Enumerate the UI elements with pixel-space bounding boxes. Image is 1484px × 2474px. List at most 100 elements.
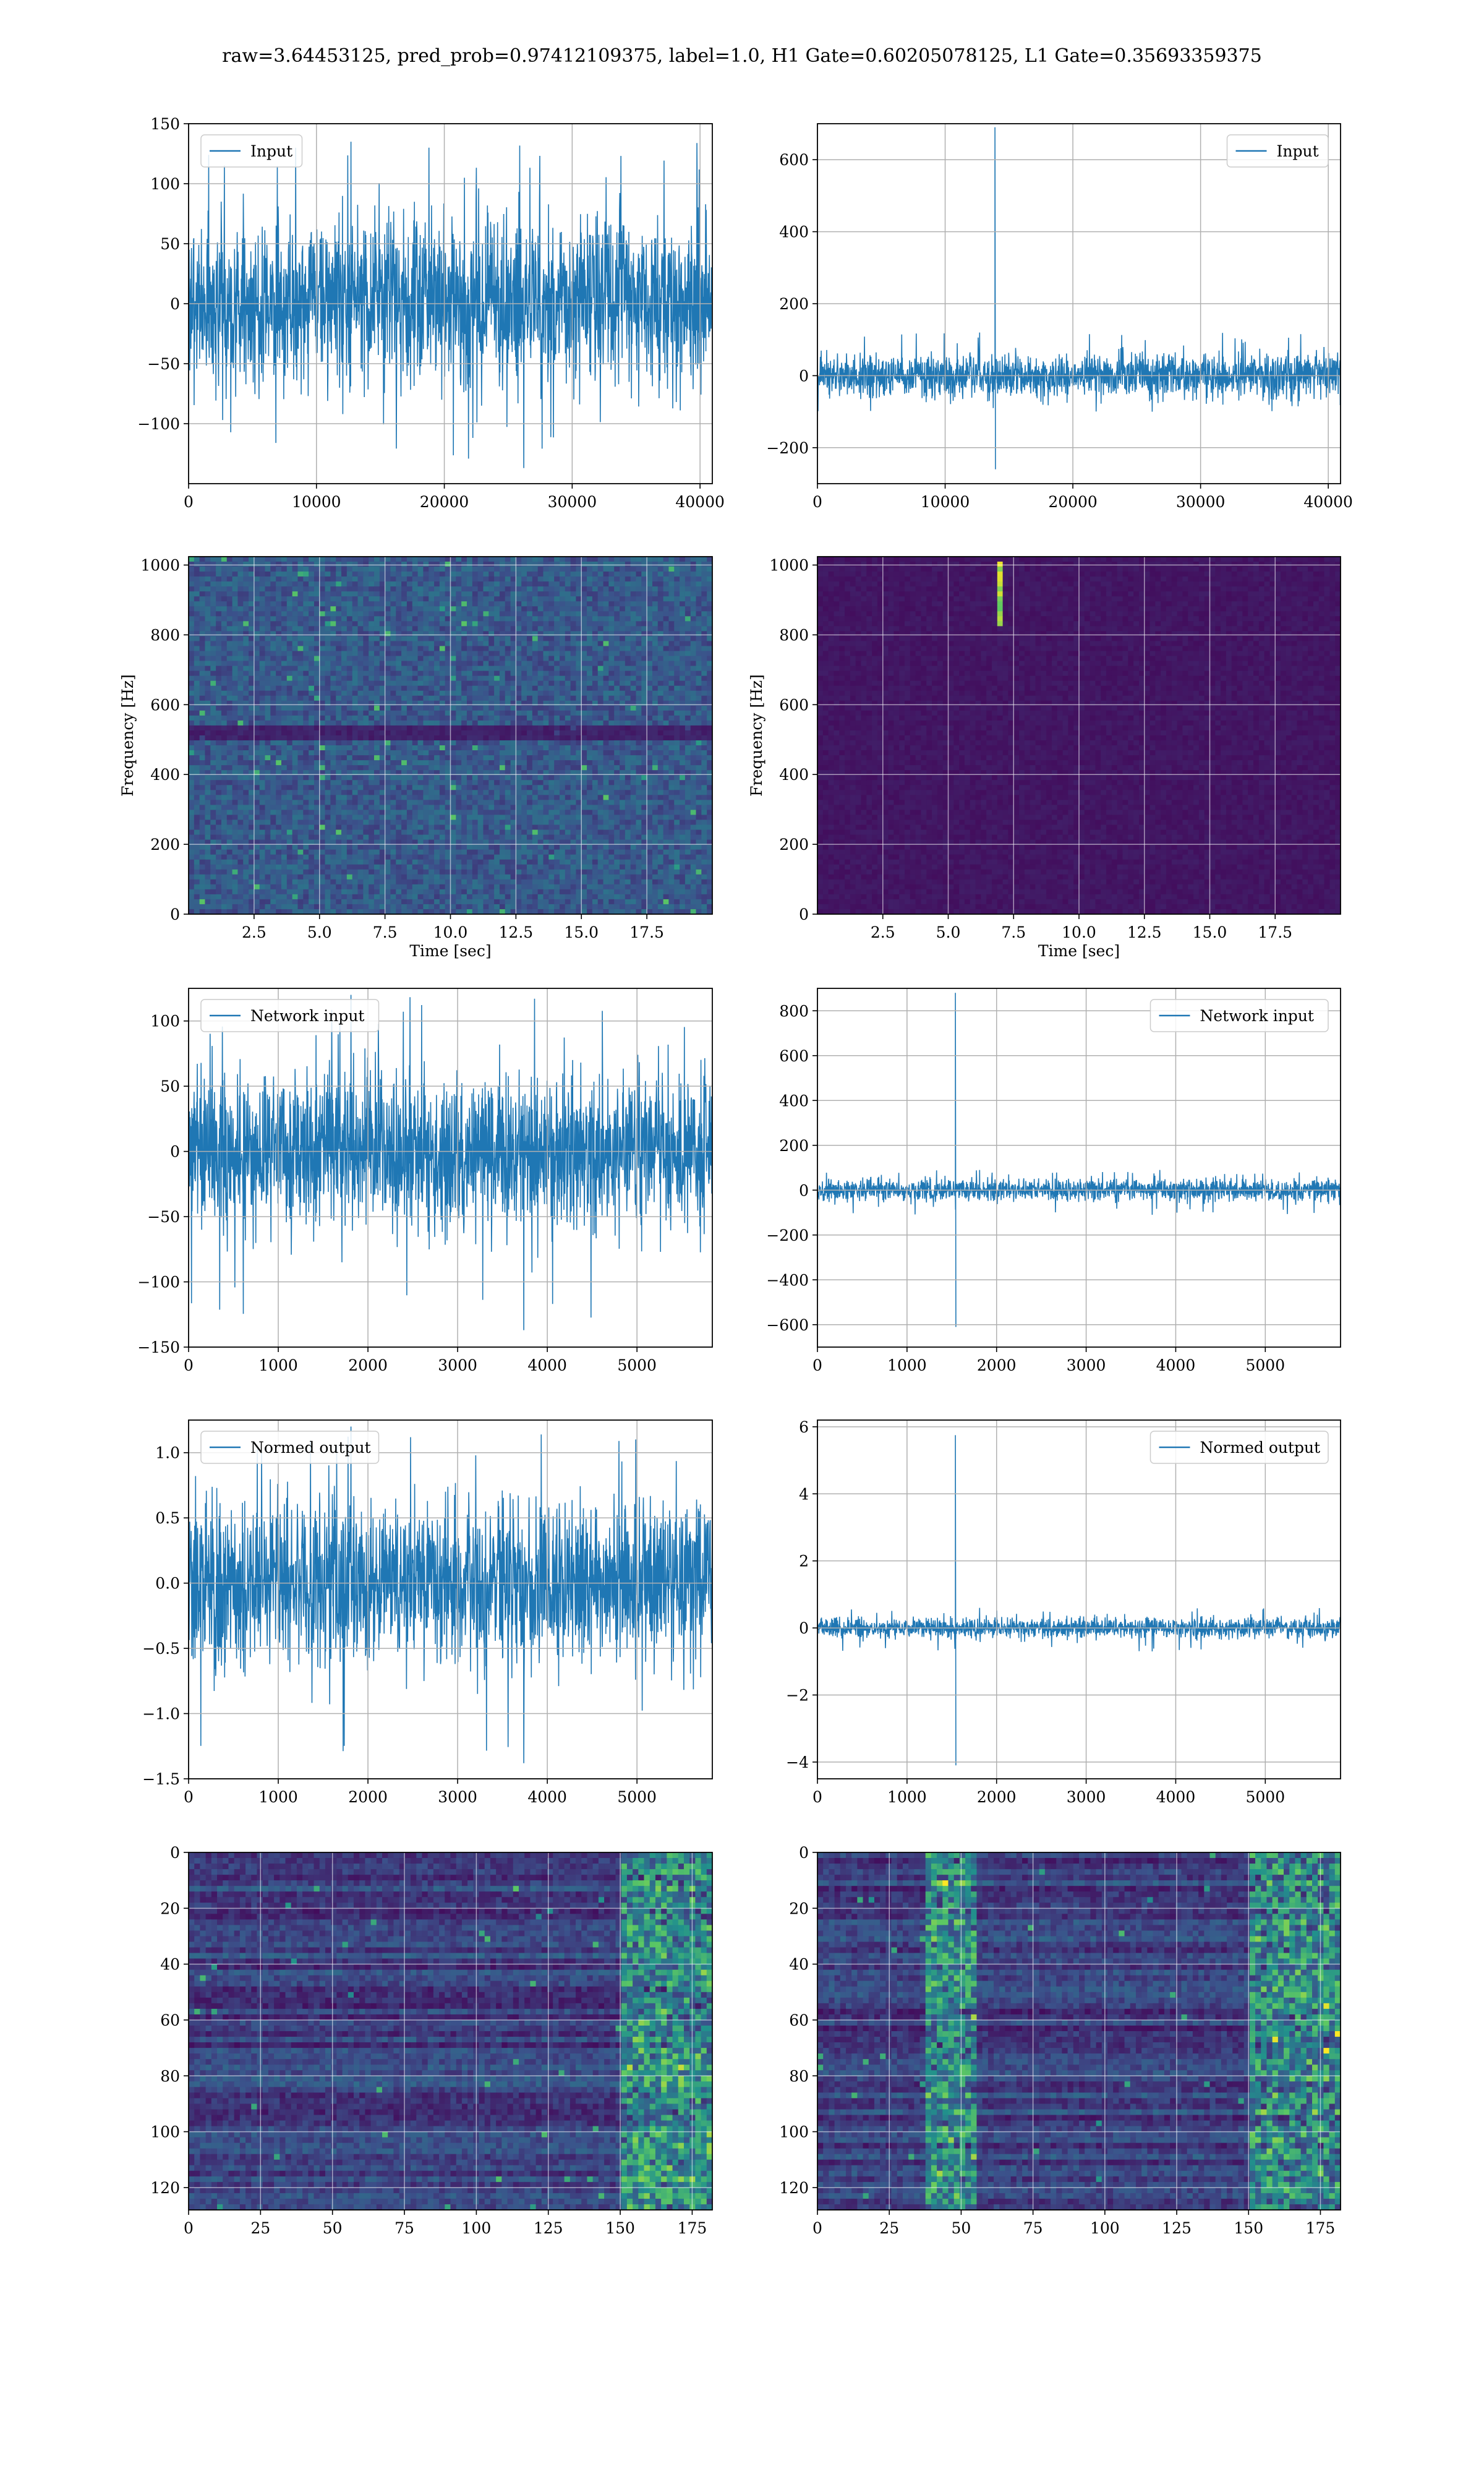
network-input-l1-xtick-label: 3000 bbox=[1067, 1356, 1106, 1374]
panels: 0 10000 20000 30000 40000−100−50050100150Inp… bbox=[119, 115, 1353, 2237]
normed-output-l1-xtick-label: 2000 bbox=[977, 1788, 1017, 1806]
input-h1-ytick-label: −50 bbox=[147, 355, 180, 373]
network-input-h1-xtick-label: 2000 bbox=[348, 1356, 388, 1374]
input-h1-ytick-label: 0 bbox=[170, 295, 180, 313]
input-h1-xtick-label: 10000 bbox=[292, 493, 341, 511]
features-h1-xtick-label: 175 bbox=[678, 2219, 707, 2237]
network-input-h1-ytick-label: 100 bbox=[150, 1012, 180, 1030]
features-h1-ytick-label: 80 bbox=[160, 2067, 180, 2085]
normed-output-l1-grid bbox=[817, 1420, 1341, 1779]
normed-output-h1-legend-box bbox=[200, 1431, 380, 1464]
input-h1-xtick-label: 20000 bbox=[420, 493, 469, 511]
input-h1-legend-box bbox=[200, 134, 303, 168]
normed-output-h1-ytick-label: 0.5 bbox=[155, 1509, 180, 1527]
network-input-l1-ytick-label: −200 bbox=[766, 1226, 809, 1244]
normed-output-h1-ytick-label: 0.0 bbox=[155, 1575, 180, 1593]
network-input-h1-series-line bbox=[189, 995, 712, 1330]
input-h1-panel: 0 10000 20000 30000 40000 −100 −50 0 50 100 150 Inp… bbox=[137, 115, 725, 511]
spectrogram-l1-ytick-label: 800 bbox=[779, 626, 809, 644]
spectrogram-h1-frame bbox=[188, 556, 713, 915]
features-l1-xtick-label: 125 bbox=[1162, 2219, 1192, 2237]
normed-output-l1-legend-label: Normed output bbox=[1200, 1439, 1321, 1457]
spectrogram-h1-grid bbox=[189, 557, 712, 915]
network-input-l1-ytick-label: 800 bbox=[779, 1002, 809, 1020]
normed-output-l1-xtick-label: 5000 bbox=[1246, 1788, 1286, 1806]
spectrogram-l1-frame bbox=[817, 556, 1341, 915]
network-input-l1-xtick-label: 5000 bbox=[1246, 1356, 1286, 1374]
network-input-h1-ytick-label: 0 bbox=[170, 1143, 180, 1161]
spectrogram-l1-image bbox=[817, 557, 1341, 914]
spectrogram-l1-ytick-label: 0 bbox=[799, 905, 809, 923]
normed-output-h1-ytick-label: −1.0 bbox=[142, 1705, 180, 1723]
input-l1-xtick-label: 40000 bbox=[1303, 493, 1353, 511]
features-h1-panel: 0 25 50 75 100 125 150 175 0 20 40 60 80 100 120 bbox=[150, 1844, 713, 2237]
normed-output-h1-ytick-label: −0.5 bbox=[142, 1640, 180, 1658]
normed-output-l1-xtick-label: 4000 bbox=[1156, 1788, 1196, 1806]
normed-output-h1-ytick-label: 1.0 bbox=[155, 1444, 180, 1462]
spectrogram-h1-panel: 2.5 5.0 7.5 10.0 12.5 15.0 17.5 0 200 400 600 800 10… bbox=[119, 556, 713, 960]
features-l1-image bbox=[817, 1852, 1341, 2210]
features-h1-ytick-label: 40 bbox=[160, 1956, 180, 1974]
input-l1-series-line bbox=[817, 127, 1341, 469]
network-input-h1-frame bbox=[188, 988, 713, 1348]
network-input-l1-ytick-label: 0 bbox=[799, 1181, 809, 1199]
normed-output-h1-frame bbox=[188, 1419, 713, 1779]
input-h1-series-line bbox=[189, 142, 712, 468]
input-l1-legend-label: Input bbox=[1277, 142, 1319, 160]
features-l1-ytick-label: 0 bbox=[799, 1844, 809, 1862]
normed-output-l1-xtick-label: 1000 bbox=[887, 1788, 927, 1806]
network-input-l1-legend-box bbox=[1149, 999, 1329, 1032]
normed-output-h1-xtick-label: 1000 bbox=[258, 1788, 298, 1806]
spectrogram-h1-xtick-label: 5.0 bbox=[307, 923, 332, 941]
features-h1-frame bbox=[188, 1852, 713, 2211]
input-l1-ytick-label: 400 bbox=[779, 223, 809, 241]
spectrogram-h1-xtick-label: 12.5 bbox=[499, 923, 534, 941]
features-h1-image bbox=[189, 1852, 712, 2210]
normed-output-h1-xtick-label: 3000 bbox=[438, 1788, 477, 1806]
normed-output-l1-legend-box bbox=[1149, 1431, 1329, 1464]
spectrogram-h1-ytick-label: 800 bbox=[150, 626, 180, 644]
input-l1-xtick-label: 0 bbox=[812, 493, 822, 511]
spectrogram-h1-xlabel: Time [sec] bbox=[409, 942, 491, 960]
features-l1-ytick-label: 60 bbox=[789, 2011, 809, 2029]
network-input-l1-xtick-label: 1000 bbox=[887, 1356, 927, 1374]
normed-output-l1-legend: Normed output bbox=[1149, 1431, 1329, 1464]
input-l1-grid bbox=[817, 124, 1341, 484]
spectrogram-l1-ylabel: Frequency [Hz] bbox=[748, 674, 765, 797]
network-input-h1-xtick-label: 3000 bbox=[438, 1356, 477, 1374]
normed-output-l1-xtick-label: 0 bbox=[812, 1788, 822, 1806]
features-l1-ytick-label: 120 bbox=[779, 2179, 809, 2197]
spectrogram-h1-xtick-label: 7.5 bbox=[373, 923, 398, 941]
features-l1-frame bbox=[817, 1852, 1341, 2211]
input-l1-legend-box bbox=[1226, 134, 1329, 168]
features-l1-ytick-label: 80 bbox=[789, 2067, 809, 2085]
normed-output-h1-panel: 0 1000 2000 3000 4000 5000 −1.5 −1.0 −0.5 0.0 0.5 1… bbox=[142, 1419, 713, 1806]
features-h1-ytick-label: 120 bbox=[150, 2179, 180, 2197]
features-l1-ytick-label: 40 bbox=[789, 1956, 809, 1974]
normed-output-l1-ytick-label: 2 bbox=[799, 1552, 809, 1570]
input-l1-xtick-label: 20000 bbox=[1048, 493, 1098, 511]
spectrogram-l1-xtick-label: 5.0 bbox=[936, 923, 961, 941]
features-h1-xtick-label: 125 bbox=[534, 2219, 563, 2237]
input-l1-panel: 0 10000 20000 30000 40000 −200 0 200 400 600 Input bbox=[766, 123, 1353, 511]
figure-suptitle: raw=3.64453125, pred_prob=0.97412109375,… bbox=[222, 45, 1262, 67]
input-h1-legend-label: Input bbox=[250, 142, 292, 160]
network-input-h1-ytick-label: −100 bbox=[137, 1273, 180, 1291]
network-input-h1-ytick-label: −150 bbox=[137, 1338, 180, 1356]
spectrogram-h1-ytick-label: 400 bbox=[150, 766, 180, 784]
spectrogram-l1-xtick-label: 7.5 bbox=[1001, 923, 1026, 941]
spectrogram-l1-ytick-label: 400 bbox=[779, 766, 809, 784]
normed-output-l1-ytick-label: −4 bbox=[786, 1753, 809, 1771]
spectrogram-h1-ytick-label: 0 bbox=[170, 905, 180, 923]
input-l1-frame bbox=[817, 123, 1341, 484]
network-input-l1-panel: 0 1000 2000 3000 4000 5000 −600 −400 −200 0 200 400… bbox=[766, 988, 1341, 1374]
spectrogram-h1-xtick-label: 10.0 bbox=[433, 923, 468, 941]
features-l1-xtick-label: 100 bbox=[1090, 2219, 1120, 2237]
network-input-h1-xtick-label: 4000 bbox=[527, 1356, 567, 1374]
normed-output-h1-xtick-label: 4000 bbox=[527, 1788, 567, 1806]
network-input-l1-grid bbox=[817, 988, 1341, 1347]
normed-output-h1-xtick-label: 2000 bbox=[348, 1788, 388, 1806]
normed-output-l1-ytick-label: 0 bbox=[799, 1619, 809, 1637]
network-input-l1-xtick-label: 0 bbox=[812, 1356, 822, 1374]
